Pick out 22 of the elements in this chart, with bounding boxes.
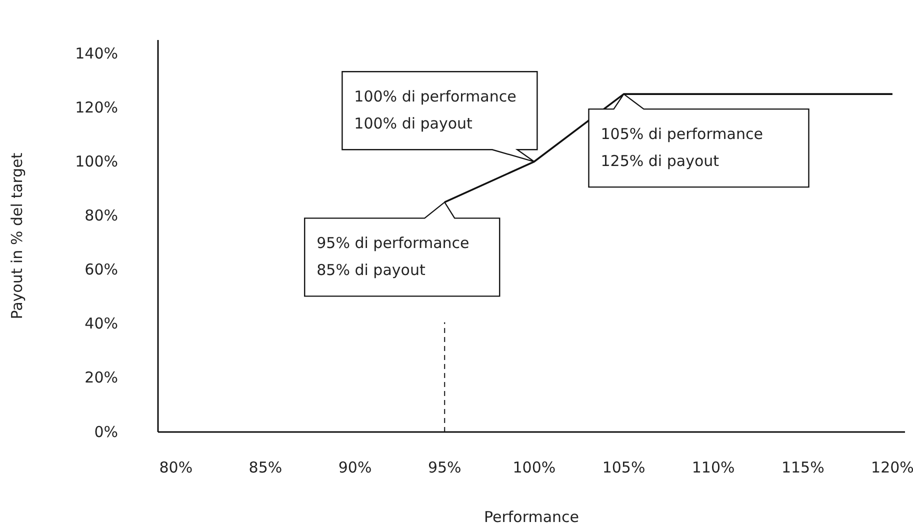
x-tick-label: 100%	[512, 458, 556, 477]
y-tick-label: 100%	[75, 152, 118, 170]
x-tick-label: 120%	[871, 458, 913, 477]
annotation: 100% di performance 100% di payout	[354, 88, 516, 133]
annotation: 95% di performance 85% di payout	[316, 234, 470, 280]
y-axis-title: Payout in % del target	[8, 152, 26, 320]
y-tick-label: 120%	[75, 98, 118, 116]
y-tick-label: 20%	[84, 368, 118, 387]
x-tick-label: 110%	[692, 458, 735, 477]
y-tick-label: 60%	[84, 260, 118, 279]
x-tick-label: 90%	[338, 458, 372, 477]
x-axis-title: Performance	[484, 508, 580, 526]
y-tick-label: 80%	[84, 206, 118, 225]
x-tick-label: 80%	[159, 458, 193, 477]
y-tick-label: 40%	[84, 314, 118, 333]
x-tick-label: 95%	[428, 458, 462, 477]
y-tick-label: 0%	[94, 422, 118, 441]
annotation: 105% di performance 125% di payout	[600, 125, 763, 170]
x-tick-label: 85%	[248, 458, 282, 477]
y-tick-label: 140%	[75, 44, 118, 62]
x-tick-label: 105%	[602, 458, 646, 477]
x-tick-label: 115%	[781, 458, 824, 477]
